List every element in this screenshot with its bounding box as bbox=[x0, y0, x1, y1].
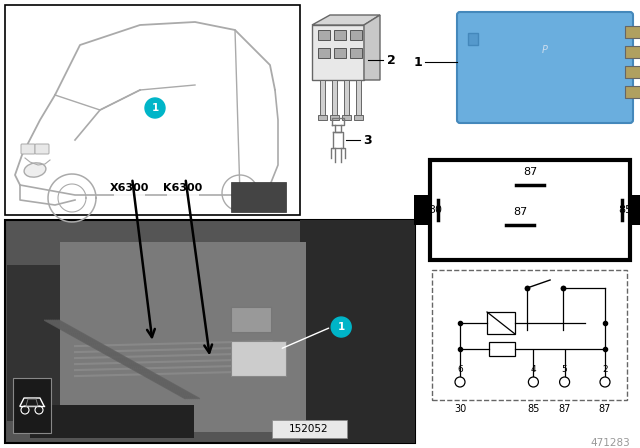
Bar bbox=[114, 180, 145, 196]
Bar bbox=[487, 312, 515, 334]
Bar bbox=[625, 66, 640, 78]
Bar bbox=[630, 195, 640, 225]
Bar bbox=[167, 180, 198, 196]
Text: X6300: X6300 bbox=[110, 183, 149, 193]
Text: 1: 1 bbox=[337, 322, 345, 332]
Bar bbox=[7, 265, 67, 421]
Bar bbox=[344, 80, 349, 115]
Bar bbox=[318, 115, 327, 120]
Bar bbox=[334, 48, 346, 58]
Bar bbox=[30, 405, 194, 438]
Text: 85: 85 bbox=[618, 205, 632, 215]
Text: 6: 6 bbox=[457, 365, 463, 374]
Text: 152052: 152052 bbox=[289, 424, 329, 434]
Text: 87: 87 bbox=[559, 404, 571, 414]
Bar bbox=[230, 182, 285, 212]
Bar bbox=[318, 48, 330, 58]
Text: 87: 87 bbox=[523, 167, 537, 177]
Circle shape bbox=[145, 98, 165, 118]
Bar bbox=[230, 306, 271, 332]
Bar bbox=[468, 33, 478, 45]
Circle shape bbox=[559, 377, 570, 387]
Bar bbox=[5, 5, 300, 215]
Text: 2: 2 bbox=[602, 365, 608, 374]
Text: 30: 30 bbox=[454, 404, 466, 414]
Text: P: P bbox=[542, 45, 548, 55]
Bar bbox=[334, 30, 346, 40]
Bar bbox=[271, 420, 346, 438]
Text: 1: 1 bbox=[413, 56, 422, 69]
Text: 1: 1 bbox=[152, 103, 159, 113]
Text: 87: 87 bbox=[599, 404, 611, 414]
Bar bbox=[625, 26, 640, 38]
Bar bbox=[230, 341, 285, 376]
Bar bbox=[350, 48, 362, 58]
Bar bbox=[625, 46, 640, 58]
Bar bbox=[356, 80, 361, 115]
Circle shape bbox=[600, 377, 610, 387]
Bar bbox=[60, 242, 306, 432]
Text: 87: 87 bbox=[513, 207, 527, 217]
Circle shape bbox=[529, 377, 538, 387]
FancyBboxPatch shape bbox=[35, 144, 49, 154]
Bar bbox=[330, 115, 339, 120]
Bar bbox=[320, 80, 325, 115]
Circle shape bbox=[332, 317, 351, 337]
Text: 85: 85 bbox=[527, 404, 540, 414]
Ellipse shape bbox=[24, 163, 46, 177]
Text: 471283: 471283 bbox=[590, 438, 630, 448]
Bar bbox=[625, 86, 640, 98]
Bar bbox=[350, 30, 362, 40]
Bar bbox=[5, 220, 415, 443]
Bar bbox=[300, 220, 415, 443]
Bar bbox=[354, 115, 363, 120]
Bar bbox=[414, 195, 430, 225]
Bar bbox=[489, 342, 515, 356]
Bar bbox=[342, 115, 351, 120]
Bar bbox=[332, 80, 337, 115]
Bar bbox=[13, 378, 51, 433]
Text: 3: 3 bbox=[363, 134, 372, 146]
Text: K6300: K6300 bbox=[163, 183, 202, 193]
FancyBboxPatch shape bbox=[21, 144, 35, 154]
Polygon shape bbox=[364, 15, 380, 80]
Circle shape bbox=[455, 377, 465, 387]
Text: 4: 4 bbox=[531, 365, 536, 374]
FancyBboxPatch shape bbox=[457, 12, 633, 123]
Bar bbox=[432, 270, 627, 400]
Text: 2: 2 bbox=[387, 53, 396, 66]
Polygon shape bbox=[312, 15, 380, 25]
Text: 30: 30 bbox=[428, 205, 442, 215]
Text: 5: 5 bbox=[562, 365, 568, 374]
Bar bbox=[312, 25, 364, 80]
Bar bbox=[318, 30, 330, 40]
Bar bbox=[430, 160, 630, 260]
